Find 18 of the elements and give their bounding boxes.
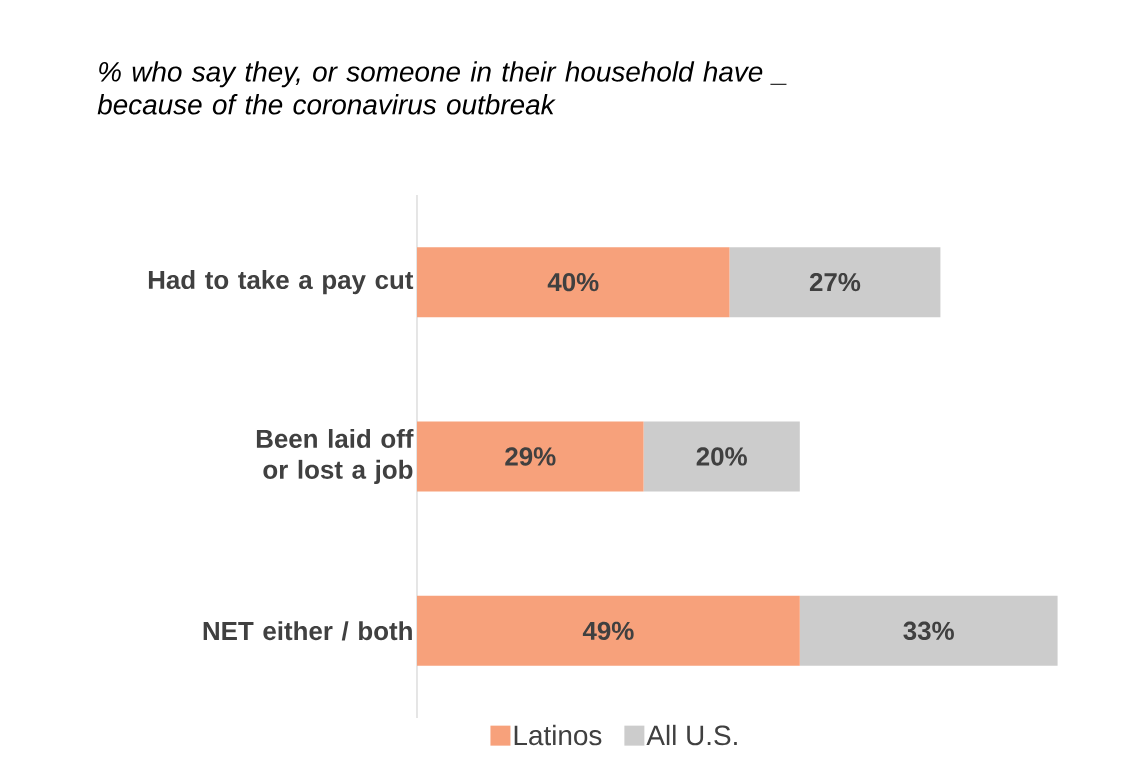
y-tick-label: NET either / both bbox=[203, 621, 412, 641]
chart-title: % who say they, or someone in their household have _ because of the coronavirus outbreak bbox=[97, 61, 787, 115]
bar bbox=[417, 421, 644, 492]
bar bbox=[799, 595, 1058, 666]
data-label: 49% bbox=[582, 621, 634, 640]
y-tick-label: Had to take a pay cut bbox=[148, 270, 414, 295]
bar bbox=[417, 595, 800, 666]
legend-label: All U.S. bbox=[646, 724, 737, 746]
y-tick-label: Been laid off or lost a job bbox=[256, 428, 414, 484]
data-label: 33% bbox=[903, 621, 954, 641]
legend-label: Latinos bbox=[514, 724, 602, 746]
bar bbox=[729, 247, 941, 318]
bar bbox=[643, 421, 800, 492]
data-label: 29% bbox=[505, 447, 556, 466]
data-label: 27% bbox=[809, 273, 861, 292]
data-label: 40% bbox=[547, 272, 599, 292]
data-label: 20% bbox=[696, 447, 747, 466]
bar bbox=[417, 247, 730, 318]
